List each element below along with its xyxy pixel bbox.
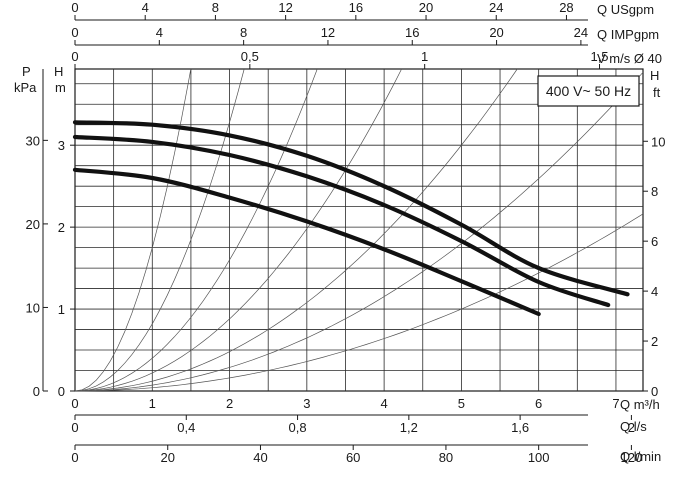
system-curve xyxy=(74,68,518,392)
voltage-badge-text: 400 V~ 50 Hz xyxy=(546,83,631,99)
ft-tick-label: 2 xyxy=(651,334,658,349)
top-axis-tick-label: 12 xyxy=(321,25,335,40)
top-axis-tick-label: 16 xyxy=(349,0,363,15)
bottom-axis-tick-label: 0 xyxy=(71,420,78,435)
x-tick-label: 6 xyxy=(535,396,542,411)
ft-tick-label: 6 xyxy=(651,234,658,249)
x-tick-label: 3 xyxy=(303,396,310,411)
system-curve xyxy=(74,68,318,392)
top-axis-tick-label: 28 xyxy=(559,0,573,15)
bottom-axis-tick-label: 0,8 xyxy=(289,420,307,435)
pressure-tick-label: 30 xyxy=(26,133,40,148)
bottom-axis-tick-label: 40 xyxy=(253,450,267,465)
y-head-tick-label: 1 xyxy=(58,302,65,317)
top-axis-label: Q USgpm xyxy=(597,2,654,17)
top-axis-tick-label: 1 xyxy=(421,49,428,64)
y-head-tick-label: 2 xyxy=(58,220,65,235)
x-tick-label: 1 xyxy=(149,396,156,411)
y-head-label-h: H xyxy=(54,64,63,79)
top-axis-label: V m/s Ø 40 xyxy=(597,51,662,66)
x-axis-label: Q m³/h xyxy=(620,397,660,412)
pump-curve-3 xyxy=(72,167,541,317)
y-head-tick-label: 3 xyxy=(58,138,65,153)
bottom-axis-tick-label: 2 xyxy=(628,420,635,435)
pressure-tick-label: 20 xyxy=(26,217,40,232)
bottom-axis-tick-label: 1,6 xyxy=(511,420,529,435)
top-axis-tick-label: 0 xyxy=(71,49,78,64)
ft-tick-label: 8 xyxy=(651,184,658,199)
ft-tick-label: 4 xyxy=(651,284,658,299)
bottom-axis-tick-label: 0,4 xyxy=(177,420,195,435)
x-tick-label: 2 xyxy=(226,396,233,411)
top-axis-tick-label: 20 xyxy=(489,25,503,40)
pressure-label-kpa: kPa xyxy=(14,80,37,95)
bottom-axis-tick-label: 120 xyxy=(621,450,643,465)
pressure-label-p: P xyxy=(22,64,31,79)
pressure-tick-label: 0 xyxy=(33,384,40,399)
system-curve xyxy=(74,68,245,392)
bottom-axis-label: Q l/min xyxy=(620,449,661,464)
bottom-axis-tick-label: 0 xyxy=(71,450,78,465)
top-axis-tick-label: 0,5 xyxy=(241,49,259,64)
grid xyxy=(74,68,644,392)
top-axis-label: Q IMPgpm xyxy=(597,27,659,42)
top-axis-tick-label: 20 xyxy=(419,0,433,15)
pump-curves xyxy=(72,120,630,317)
top-axis-tick-label: 4 xyxy=(142,0,149,15)
bottom-axis-tick-label: 1,2 xyxy=(400,420,418,435)
bottom-axis-tick-label: 20 xyxy=(160,450,174,465)
x-tick-label: 0 xyxy=(71,396,78,411)
pump-curve-1 xyxy=(72,120,630,297)
x-tick-label: 5 xyxy=(458,396,465,411)
pressure-tick-label: 10 xyxy=(26,300,40,315)
top-axis-tick-label: 0 xyxy=(71,0,78,15)
axes xyxy=(42,15,648,450)
x-tick-label: 4 xyxy=(380,396,387,411)
ft-label-h: H xyxy=(650,68,659,83)
top-axis-tick-label: 12 xyxy=(278,0,292,15)
system-curve xyxy=(74,68,402,392)
bottom-axis-label: Q l/s xyxy=(620,419,647,434)
top-axis-tick-label: 4 xyxy=(156,25,163,40)
top-axis-tick-label: 24 xyxy=(574,25,588,40)
top-axis-tick-label: 24 xyxy=(489,0,503,15)
voltage-badge: 400 V~ 50 Hz xyxy=(537,75,640,107)
pump-curve-2 xyxy=(72,134,611,308)
ft-label-ft: ft xyxy=(653,85,661,100)
y-head-label-m: m xyxy=(55,80,66,95)
y-head-tick-label: 0 xyxy=(58,384,65,399)
system-curve xyxy=(74,68,192,392)
top-axis-tick-label: 8 xyxy=(212,0,219,15)
system-curve xyxy=(75,213,644,392)
x-tick-label: 7 xyxy=(612,396,619,411)
top-axis-tick-label: 8 xyxy=(240,25,247,40)
system-curve xyxy=(75,72,644,392)
system-curves xyxy=(74,68,644,392)
top-axis-tick-label: 16 xyxy=(405,25,419,40)
bottom-axis-tick-label: 80 xyxy=(439,450,453,465)
bottom-axis-tick-label: 100 xyxy=(528,450,550,465)
plot-frame xyxy=(74,68,644,392)
ft-tick-label: 0 xyxy=(651,384,658,399)
ft-tick-label: 10 xyxy=(651,134,665,149)
top-axis-tick-label: 1,5 xyxy=(590,49,608,64)
top-axis-tick-label: 0 xyxy=(71,25,78,40)
bottom-axis-tick-label: 60 xyxy=(346,450,360,465)
